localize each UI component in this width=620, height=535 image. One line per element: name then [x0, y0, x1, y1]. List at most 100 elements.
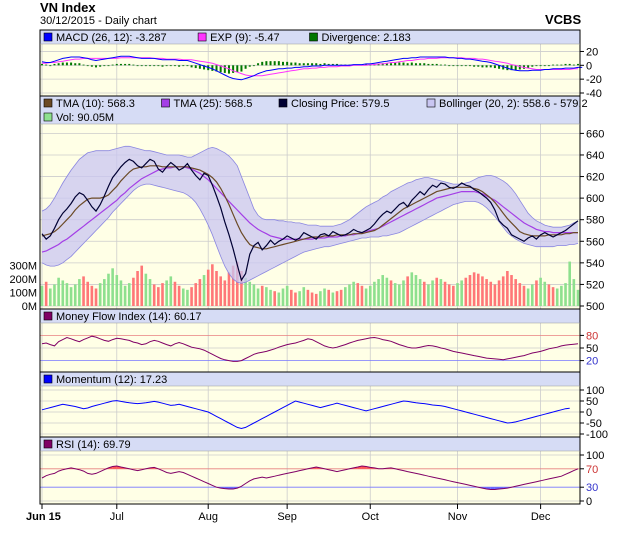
divergence-bar: [136, 65, 139, 67]
tma25-legend-label: TMA (25): 568.5: [174, 98, 253, 110]
divergence-bar: [502, 65, 505, 70]
divergence-bar: [481, 65, 484, 68]
divergence-bar: [277, 61, 280, 66]
volume-tick-label: 0M: [22, 301, 37, 313]
volume-bar: [127, 283, 131, 306]
volume-bar: [248, 281, 252, 306]
divergence-bar: [306, 63, 309, 66]
divergence-bar: [564, 63, 567, 66]
divergence-bar: [319, 63, 322, 66]
divergence-legend-label: Divergence: 2.183: [322, 32, 411, 44]
y-tick-label: 660: [586, 128, 604, 140]
signal-line: [42, 57, 578, 77]
divergence-bar: [95, 65, 98, 68]
y-tick-label: -100: [586, 429, 608, 441]
rsi-legend-label: RSI (14): 69.79: [56, 439, 131, 451]
vol-legend-label: Vol: 90.05M: [56, 112, 114, 124]
volume-bar: [161, 283, 164, 306]
volume-bar: [61, 280, 65, 306]
volume-bar: [78, 279, 81, 306]
x-tick-label: Sep: [277, 511, 297, 523]
volume-bar: [547, 284, 551, 306]
price-legend-bg: [40, 96, 580, 124]
volume-bar: [269, 289, 272, 306]
volume-bar: [560, 285, 563, 306]
y-tick-label: 0: [586, 496, 592, 508]
divergence-bar: [165, 65, 168, 67]
y-tick-label: 20: [586, 46, 598, 58]
y-tick-label: 100: [586, 450, 604, 462]
volume-bar: [327, 289, 330, 306]
volume-bar: [530, 284, 534, 306]
divergence-bar: [236, 65, 239, 73]
volume-bar: [144, 273, 148, 306]
volume-bar: [111, 268, 114, 306]
divergence-bar: [265, 61, 268, 66]
volume-bar: [132, 277, 135, 306]
volume-bar: [219, 276, 222, 306]
volume-bar: [202, 275, 206, 306]
volume-bar: [485, 279, 488, 306]
bollinger-band: [42, 146, 578, 284]
volume-bar: [514, 279, 517, 306]
y-tick-label: 580: [586, 215, 604, 227]
volume-bar: [152, 284, 156, 306]
y-tick-label: 50: [586, 343, 598, 355]
divergence-bar: [86, 65, 89, 67]
volume-bar: [181, 288, 185, 306]
divergence-bar: [464, 65, 467, 67]
divergence-bar: [336, 63, 339, 66]
x-tick-label: Oct: [362, 511, 379, 523]
volume-bar: [389, 280, 393, 306]
divergence-bar: [119, 63, 122, 66]
volume-bar: [86, 281, 90, 306]
volume-bar: [82, 276, 85, 306]
volume-bar: [535, 280, 538, 306]
volume-bar: [418, 279, 422, 306]
brand-label: VCBS: [545, 12, 582, 27]
y-tick-label: 500: [586, 301, 604, 313]
volume-bar: [468, 275, 472, 306]
divergence-bar: [493, 65, 496, 69]
divergence-bar: [419, 63, 422, 66]
divergence-bar: [70, 62, 73, 66]
divergence-bar: [435, 63, 438, 66]
divergence-bar: [178, 65, 181, 67]
divergence-bar: [269, 61, 272, 66]
volume-bar: [339, 289, 343, 306]
volume-bar: [177, 285, 181, 306]
divergence-bar: [552, 64, 555, 66]
volume-bar: [198, 279, 202, 306]
y-tick-label: 30: [586, 482, 598, 494]
y-tick-label: 0: [586, 407, 592, 419]
divergence-bar: [257, 63, 260, 66]
volume-bar: [302, 287, 306, 306]
divergence-bar: [140, 65, 143, 67]
divergence-bar: [124, 63, 127, 66]
volume-bar: [294, 292, 297, 306]
divergence-bar: [281, 61, 284, 66]
divergence-bar: [194, 65, 197, 69]
volume-bar: [427, 284, 430, 306]
volume-bar: [464, 277, 468, 306]
divergence-bar: [572, 64, 575, 66]
volume-bar: [73, 284, 77, 306]
divergence-bar: [365, 63, 368, 66]
divergence-bar: [427, 63, 430, 66]
volume-bar: [157, 287, 160, 306]
divergence-bar: [560, 64, 563, 66]
macd-legend-swatch: [43, 32, 53, 42]
divergence-bar: [53, 63, 56, 66]
divergence-bar: [323, 63, 326, 66]
volume-bar: [481, 276, 484, 306]
volume-bar: [115, 275, 119, 306]
x-tick-label: Dec: [531, 511, 551, 523]
volume-bar: [576, 289, 580, 306]
volume-bar: [57, 277, 60, 306]
volume-bar: [522, 285, 526, 306]
volume-bar: [103, 279, 106, 306]
tma25-legend-swatch: [161, 98, 170, 108]
volume-bar: [136, 271, 139, 306]
volume-bar: [98, 283, 102, 306]
y-tick-label: 0: [586, 60, 592, 72]
